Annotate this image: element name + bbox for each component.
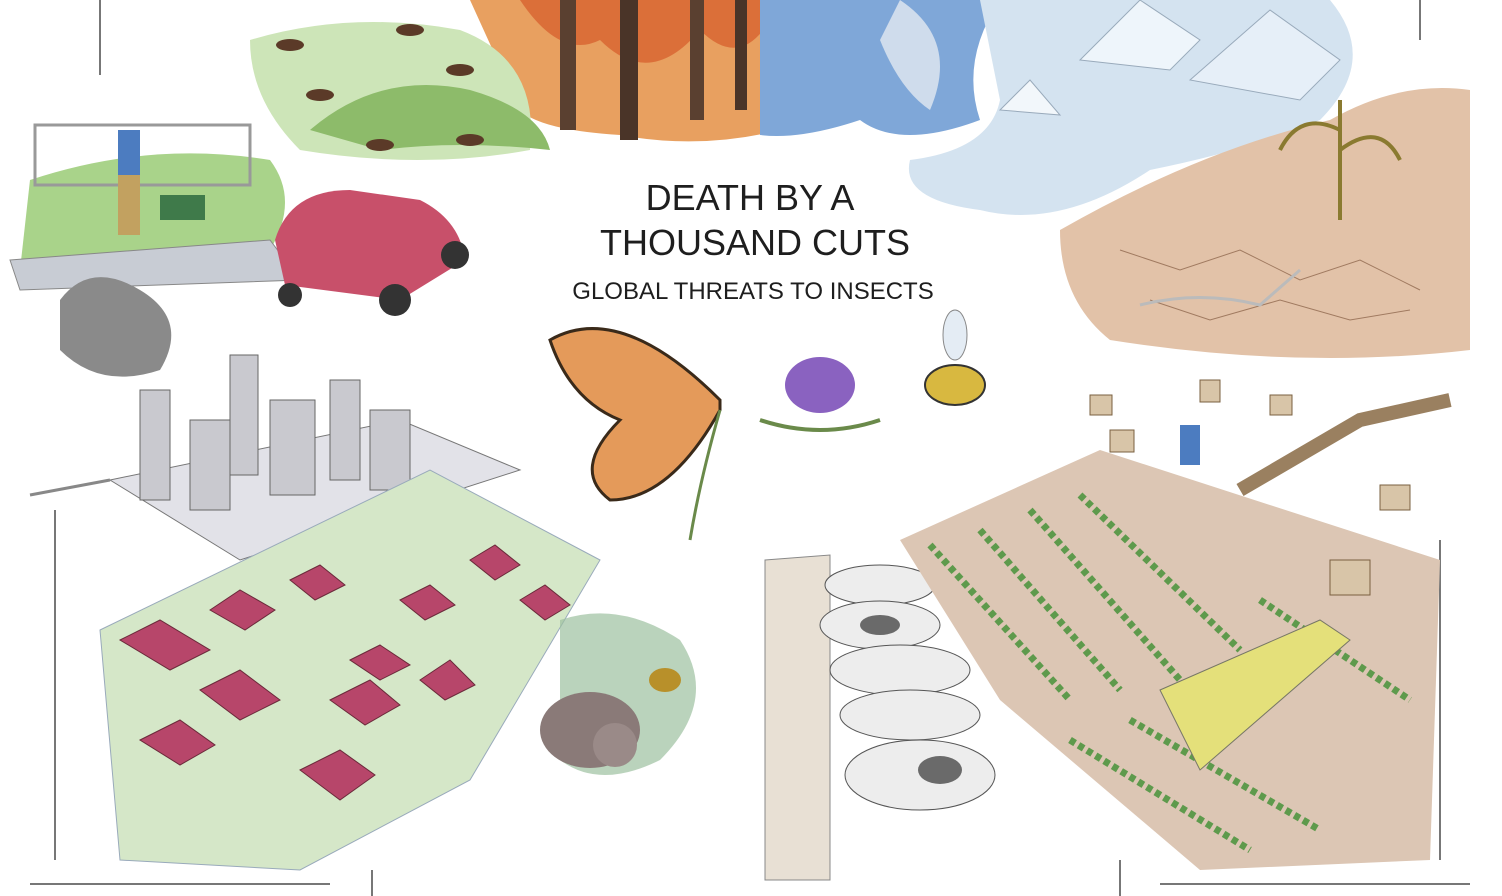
subtitle: GLOBAL THREATS TO INSECTS <box>572 278 933 305</box>
suburb <box>100 470 600 870</box>
butterfly <box>550 329 880 540</box>
bee <box>925 310 985 405</box>
title-line: THOUSAND CUTS <box>600 222 910 263</box>
title-line: DEATH BY A <box>646 177 855 218</box>
agriculture <box>900 380 1450 870</box>
yard-pesticide <box>10 125 300 290</box>
invasive-species <box>540 613 696 775</box>
illustration: DEATH BY A THOUSAND CUTS GLOBAL THREATS … <box>0 0 1502 896</box>
page: DEATH BY A THOUSAND CUTS GLOBAL THREATS … <box>0 0 1502 896</box>
